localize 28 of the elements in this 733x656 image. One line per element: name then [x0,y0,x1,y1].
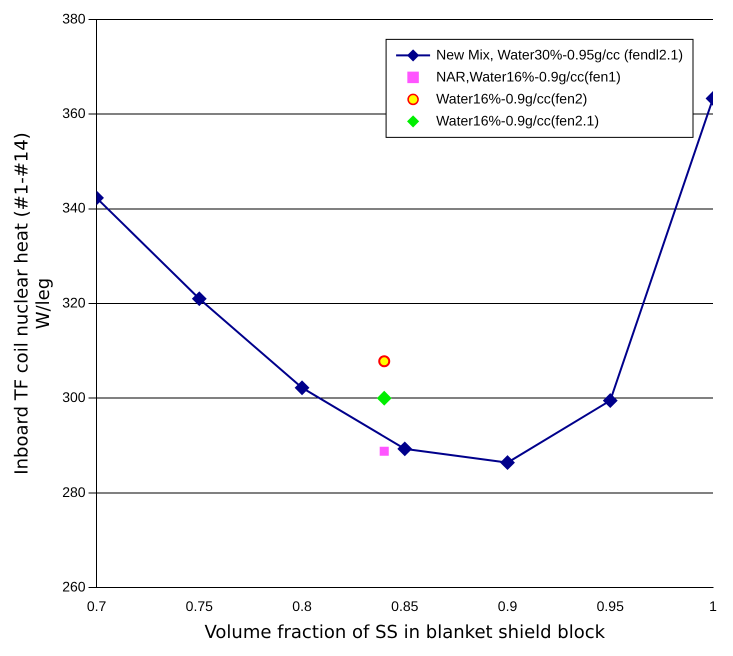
point [377,391,392,406]
y-tick-label: 380 [62,10,86,26]
x-tick-label: 0.75 [186,598,214,614]
y-axis-title: Inboard TF coil nuclear heat (#1-#14) W/leg [11,132,54,475]
point [500,456,515,470]
x-tick-label: 0.9 [498,598,518,614]
x-axis-title: Volume fraction of SS in blanket shield block [204,622,606,643]
y-tick-label: 320 [62,294,86,310]
x-tick-label: 0.85 [391,598,419,614]
point [295,380,310,395]
point [380,446,389,456]
y-tick-label: 340 [62,200,86,216]
legend-label: Water16%-0.9g/cc(fen2) [436,90,588,106]
y-tick-label: 300 [62,389,86,406]
point [398,442,412,456]
y-tick-label: 280 [62,484,86,500]
legend-label: New Mix, Water30%-0.95g/cc (fendl2.1) [436,46,684,62]
x-tick-label: 0.95 [596,598,624,614]
legend-label: Water16%-0.9g/cc(fen2.1) [436,112,599,128]
y-tick-label: 360 [62,104,86,121]
legend-label: NAR,Water16%-0.9g/cc(fen1) [436,68,621,84]
point [603,394,618,408]
y-tick-label: 260 [62,578,86,594]
x-tick-label: 0.8 [292,598,312,614]
x-tick-label: 1 [709,598,718,614]
point [378,355,390,368]
point [192,292,206,306]
x-tick-label: 0.7 [86,598,106,614]
